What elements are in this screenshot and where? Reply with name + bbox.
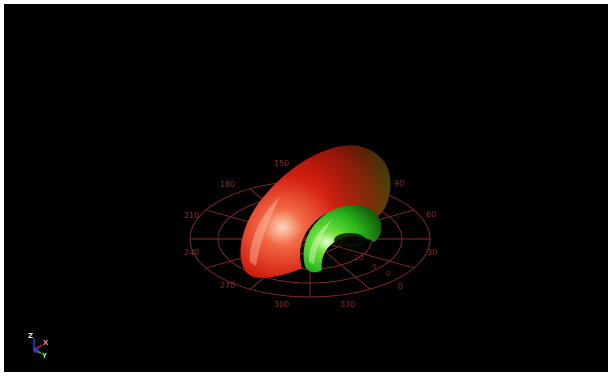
angle-label-270: 270 [220,281,235,290]
angle-label-240: 240 [184,248,199,257]
secondary-lobe-hollow [334,233,366,247]
angle-label-210: 210 [184,211,199,220]
main-lobe-specular [249,196,280,266]
radiation-pattern-scene[interactable]: 0 30 60 90 150 180 210 240 270 300 330 -… [4,4,608,372]
angle-label-90: 90 [394,179,404,188]
secondary-lobe [303,205,382,273]
orientation-triad: Z X Y [28,332,49,360]
triad-x-label: X [43,339,49,347]
angle-label-60: 60 [426,210,436,219]
angle-labels: 0 30 60 90 150 180 210 240 270 300 330 [184,159,437,309]
angle-label-30: 30 [427,248,437,257]
angle-label-300: 300 [274,300,289,309]
main-lobe [240,145,391,278]
secondary-lobe-body [303,205,382,273]
triad-z-label: Z [28,332,33,340]
angle-label-330: 330 [340,300,355,309]
triad-y-label: Y [41,352,48,360]
main-lobe-edge-tint [240,145,391,278]
radius-label-neg10: -10 [352,254,363,262]
radius-labels: -10 -5 0 [352,254,390,278]
secondary-lobe-specular [308,220,332,264]
radius-label-neg5: -5 [370,263,377,271]
angle-label-150: 150 [274,159,289,168]
3d-viewport[interactable]: 0 30 60 90 150 180 210 240 270 300 330 -… [4,4,608,372]
angle-label-180: 180 [220,180,235,189]
triad-origin [33,347,39,353]
radius-label-0: 0 [386,270,390,278]
angle-label-0: 0 [398,282,403,291]
